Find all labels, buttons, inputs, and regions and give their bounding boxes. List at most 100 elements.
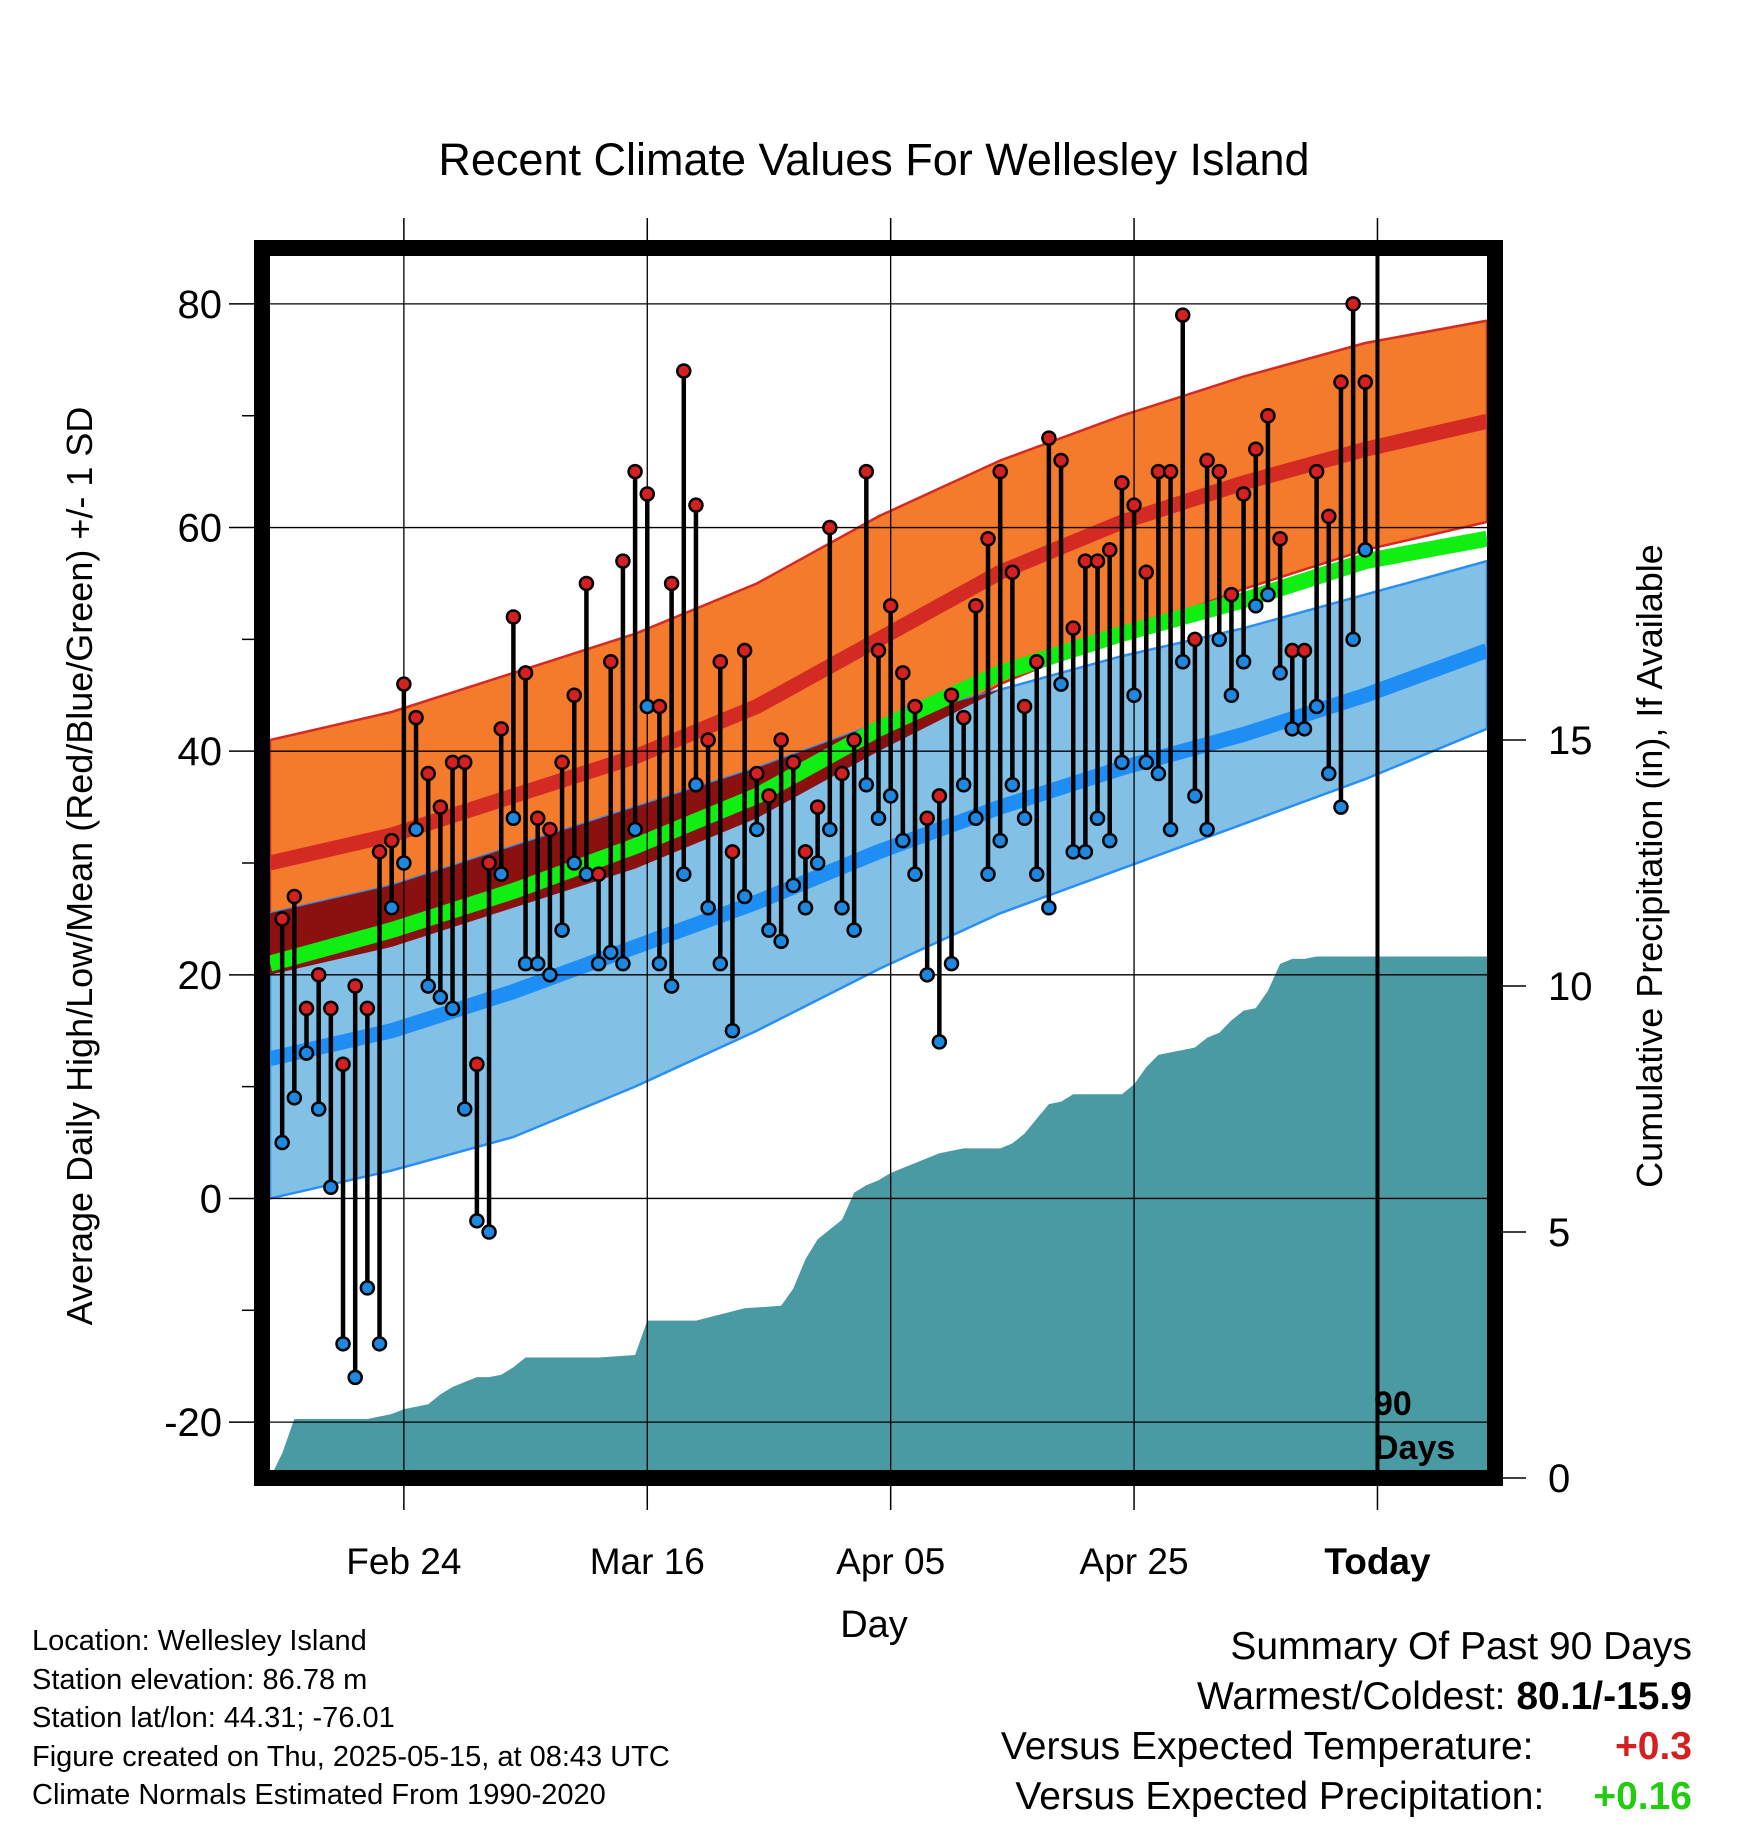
daily-high-point [554, 754, 570, 771]
daily-high-point [408, 709, 424, 726]
daily-low-point [396, 855, 412, 871]
daily-high-point [469, 1056, 485, 1073]
station-location: Location: Wellesley Island [32, 1625, 367, 1657]
daily-high-point [1321, 508, 1337, 525]
daily-low-point [943, 955, 960, 972]
daily-low-point [1077, 844, 1094, 860]
daily-low-point [1333, 799, 1349, 815]
daily-low-point [1041, 899, 1057, 916]
daily-high-point [1211, 463, 1228, 480]
x-axis-label: Day [840, 1604, 908, 1646]
y2-tick-label: 10 [1548, 965, 1593, 1009]
daily-low-point [1175, 653, 1191, 670]
daily-high-point [809, 799, 826, 815]
daily-high-point [590, 866, 607, 882]
daily-low-point [505, 810, 522, 827]
daily-low-point [980, 866, 996, 882]
daily-high-point [578, 575, 595, 592]
y-tick-label: 80 [178, 283, 223, 327]
plot-frame [254, 240, 1503, 1486]
daily-low-point [493, 866, 509, 882]
daily-high-point [761, 788, 777, 804]
daily-high-point [907, 698, 923, 715]
daily-high-point [724, 844, 741, 860]
daily-high-point [1162, 463, 1179, 480]
daily-low-point [1308, 698, 1325, 715]
summary-precip: Versus Expected Precipitation: +0.16 [1001, 1772, 1692, 1822]
daily-high-point [371, 844, 388, 860]
x-tick-label: Apr 05 [836, 1541, 945, 1582]
daily-high-point [712, 653, 729, 670]
station-info: Location: Wellesley Island Station eleva… [32, 1622, 670, 1815]
daily-high-point [1004, 564, 1021, 581]
daily-high-point [1114, 475, 1130, 491]
daily-low-point [712, 955, 729, 972]
daily-low-point [822, 821, 838, 838]
daily-high-point [858, 463, 875, 480]
daily-low-point [1053, 676, 1069, 692]
daily-high-point [493, 721, 509, 737]
daily-low-point [603, 944, 619, 961]
daily-high-point [396, 676, 412, 692]
daily-low-point [785, 877, 802, 894]
precip-area [270, 956, 1487, 1478]
daily-low-point [846, 922, 862, 938]
daily-high-point [980, 530, 996, 547]
daily-high-point [432, 799, 449, 815]
y-tick-label: -20 [164, 1401, 222, 1445]
daily-low-point [310, 1101, 327, 1117]
daily-low-point [688, 776, 704, 793]
warm-cold-label: Warmest/Coldest: [1197, 1675, 1506, 1718]
daily-high-point [1089, 553, 1106, 569]
daily-high-point [517, 665, 534, 681]
daily-high-point [651, 698, 668, 715]
daily-high-point [627, 463, 643, 480]
daily-low-point [797, 899, 814, 916]
daily-high-point [797, 844, 814, 860]
daily-high-point [834, 765, 850, 782]
daily-high-point [481, 855, 497, 871]
daily-high-point [1260, 407, 1276, 424]
temp-anomaly-label: Versus Expected Temperature: [1000, 1725, 1534, 1768]
daily-low-point [542, 967, 558, 983]
daily-high-point [529, 810, 546, 827]
y-axis-label-right: Cumulative Precipitation (in), If Availa… [1629, 544, 1670, 1188]
daily-low-point [444, 1000, 461, 1017]
daily-high-point [603, 653, 619, 670]
daily-high-point [383, 832, 400, 849]
daily-low-point [456, 1101, 473, 1117]
x-tick-label: Today [1324, 1541, 1431, 1582]
daily-low-point [432, 989, 449, 1005]
daily-high-point [1041, 430, 1057, 446]
daily-high-point [773, 732, 789, 748]
daily-low-point [895, 832, 911, 849]
daily-high-point [749, 765, 765, 782]
y2-tick-label: 0 [1548, 1457, 1570, 1501]
daily-low-point [1138, 754, 1154, 771]
daily-high-point [895, 665, 911, 681]
daily-low-point [858, 776, 875, 793]
high-normal-mean-line [270, 413, 1487, 871]
daily-observations [274, 296, 1374, 1386]
daily-low-point [761, 922, 777, 938]
daily-high-point [1235, 486, 1252, 502]
daily-high-point [931, 788, 948, 804]
daily-low-point [1028, 866, 1045, 882]
daily-low-point [1162, 821, 1179, 838]
daily-low-point [408, 821, 424, 838]
daily-low-point [469, 1213, 485, 1229]
daily-low-point [1345, 631, 1361, 648]
daily-high-point [1333, 374, 1349, 390]
daily-low-point [529, 955, 546, 972]
daily-high-point [298, 1000, 315, 1017]
daily-high-point [870, 642, 887, 659]
daily-low-point [809, 855, 826, 871]
daily-high-point [456, 754, 473, 771]
normals-period: Climate Normals Estimated From 1990-2020 [32, 1779, 606, 1811]
daily-low-point [1199, 821, 1215, 838]
daily-high-point [1016, 698, 1033, 715]
x-tick-label: Apr 25 [1080, 1541, 1189, 1582]
daily-low-point [1089, 810, 1106, 827]
daily-low-point [834, 899, 850, 916]
daily-high-point [1345, 296, 1361, 312]
